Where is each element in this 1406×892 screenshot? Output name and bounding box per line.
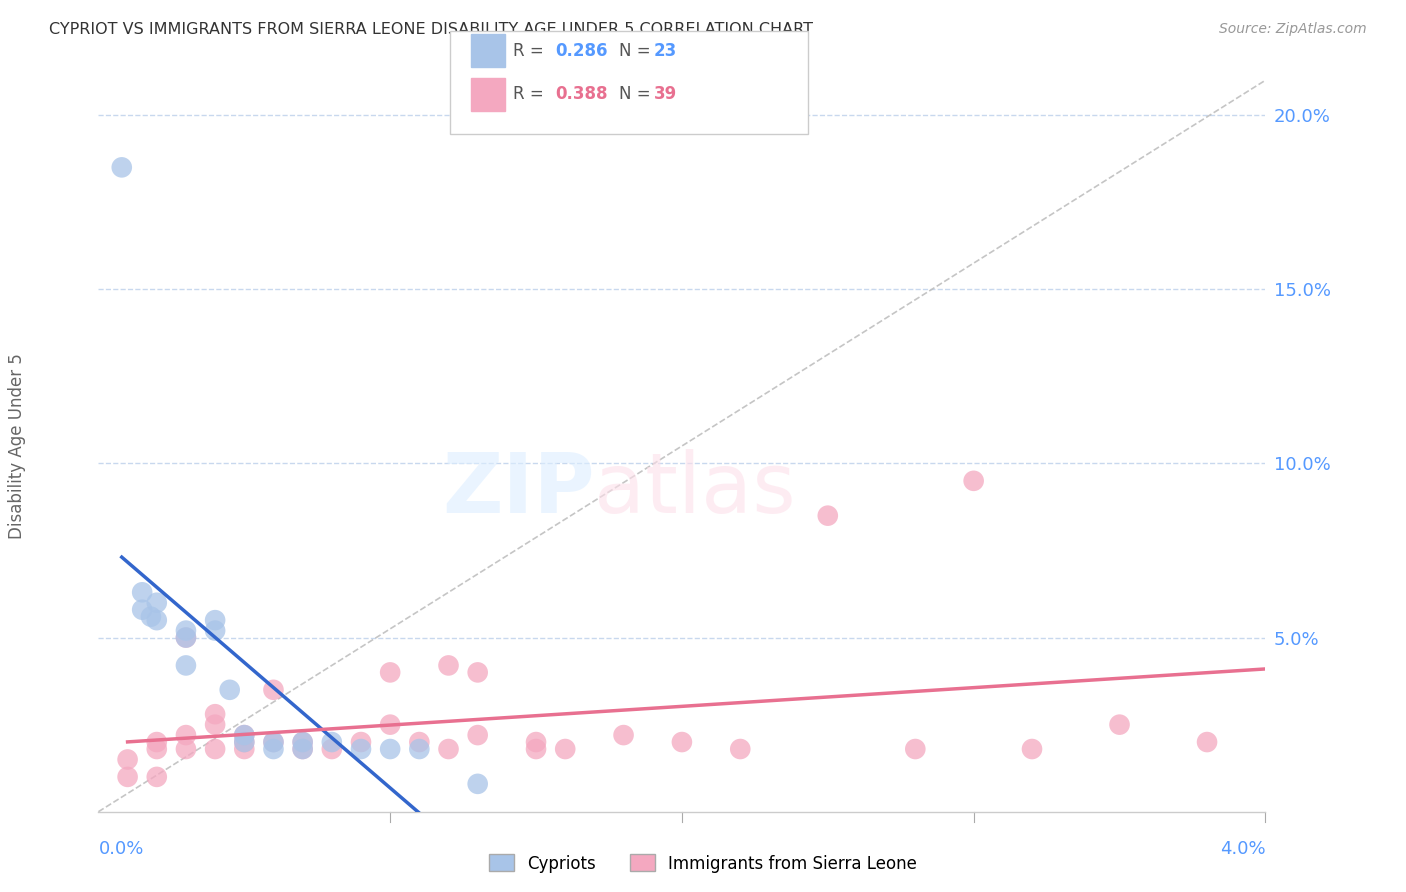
Text: N =: N = <box>619 42 655 60</box>
Point <box>408 735 430 749</box>
Point <box>554 742 576 756</box>
Point <box>204 707 226 722</box>
Text: 39: 39 <box>654 85 678 103</box>
Point <box>146 613 169 627</box>
Point <box>204 613 226 627</box>
Legend: Cypriots, Immigrants from Sierra Leone: Cypriots, Immigrants from Sierra Leone <box>482 847 924 880</box>
Point <box>131 603 153 617</box>
Point <box>146 735 169 749</box>
Point <box>467 777 489 791</box>
Point <box>146 770 169 784</box>
Point <box>204 717 226 731</box>
Text: Disability Age Under 5: Disability Age Under 5 <box>7 353 25 539</box>
Text: 23: 23 <box>654 42 678 60</box>
Point <box>204 624 226 638</box>
Point <box>131 585 153 599</box>
Point <box>321 742 343 756</box>
Text: R =: R = <box>513 42 550 60</box>
Point <box>817 508 839 523</box>
Point <box>1108 717 1130 731</box>
Point <box>378 665 402 680</box>
Text: R =: R = <box>513 85 550 103</box>
Point <box>262 735 284 749</box>
Point <box>1195 735 1218 749</box>
Point <box>233 742 256 756</box>
Point <box>437 658 460 673</box>
Point <box>117 770 139 784</box>
Point <box>291 735 314 749</box>
Point <box>262 735 284 749</box>
Text: 4.0%: 4.0% <box>1220 839 1265 857</box>
Point <box>262 682 284 697</box>
Text: N =: N = <box>619 85 655 103</box>
Point <box>146 596 169 610</box>
Point <box>139 609 162 624</box>
Point <box>174 742 197 756</box>
Text: ZIP: ZIP <box>441 450 595 531</box>
Point <box>233 735 256 749</box>
Point <box>437 742 460 756</box>
Point <box>291 742 314 756</box>
Point <box>1021 742 1043 756</box>
Point <box>524 735 547 749</box>
Point <box>174 728 197 742</box>
Point <box>350 742 373 756</box>
Text: CYPRIOT VS IMMIGRANTS FROM SIERRA LEONE DISABILITY AGE UNDER 5 CORRELATION CHART: CYPRIOT VS IMMIGRANTS FROM SIERRA LEONE … <box>49 22 813 37</box>
Point <box>467 665 489 680</box>
Point <box>174 631 197 645</box>
Point <box>146 742 169 756</box>
Point <box>233 728 256 742</box>
Point <box>467 728 489 742</box>
Text: Source: ZipAtlas.com: Source: ZipAtlas.com <box>1219 22 1367 37</box>
Text: atlas: atlas <box>595 450 796 531</box>
Point <box>174 631 197 645</box>
Point <box>378 742 402 756</box>
Point <box>291 742 314 756</box>
Point <box>291 735 314 749</box>
Point <box>111 161 134 175</box>
Point <box>728 742 751 756</box>
Point <box>904 742 927 756</box>
Point <box>233 735 256 749</box>
Point <box>233 728 256 742</box>
Point <box>117 752 139 766</box>
Point <box>671 735 693 749</box>
Point <box>350 735 373 749</box>
Point <box>174 624 197 638</box>
Point <box>524 742 547 756</box>
Point <box>262 742 284 756</box>
Point <box>962 474 984 488</box>
Point <box>408 742 430 756</box>
Point <box>218 682 240 697</box>
Text: 0.388: 0.388 <box>555 85 607 103</box>
Point <box>612 728 634 742</box>
Text: 0.0%: 0.0% <box>98 839 143 857</box>
Point <box>204 742 226 756</box>
Text: 0.286: 0.286 <box>555 42 607 60</box>
Point <box>321 735 343 749</box>
Point <box>174 658 197 673</box>
Point <box>378 717 402 731</box>
